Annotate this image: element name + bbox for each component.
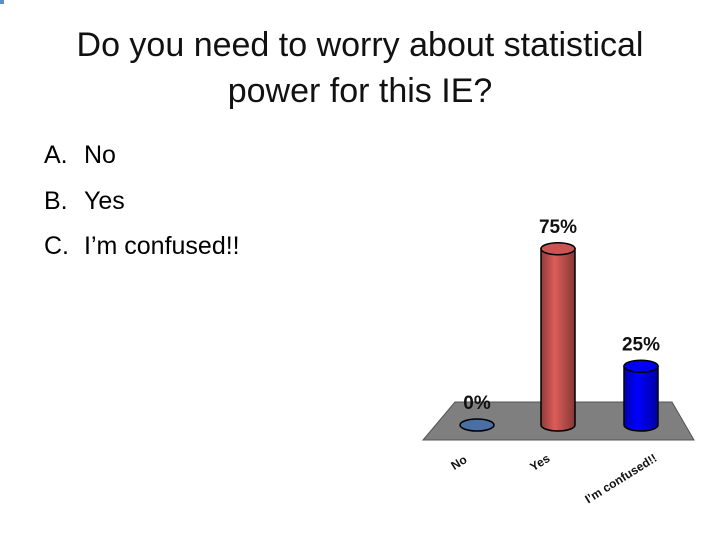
chart-bar-2: [623, 359, 659, 432]
answer-option-c: C. I’m confused!!: [44, 224, 240, 270]
chart-value-label: 75%: [539, 217, 577, 238]
chart-bar-0: [459, 418, 495, 432]
chart-category-label: Yes: [527, 451, 552, 474]
answer-option-letter: C.: [44, 232, 69, 260]
slide-title-line-1: Do you need to worry about statistical: [76, 26, 644, 64]
chart-value-label: 25%: [622, 334, 660, 355]
chart-bar-1: [540, 242, 576, 432]
chart-category-label: No: [448, 452, 469, 472]
chart-bar-body: [623, 365, 659, 432]
answer-option-text: Yes: [84, 186, 125, 215]
answer-options: A. No B. Yes C. I’m confused!!: [44, 133, 240, 270]
chart-bar-top: [623, 359, 659, 373]
answer-option-text: I’m confused!!: [84, 232, 240, 260]
answer-option-letter: B.: [44, 186, 68, 215]
chart-bars: [459, 242, 659, 432]
chart-bar-top: [459, 418, 495, 432]
answer-option-text: No: [84, 141, 116, 169]
slide-title-line-2: power for this IE?: [227, 72, 493, 110]
chart-bar-top: [540, 242, 576, 256]
corner-mark: [0, 0, 4, 4]
chart-bar-body: [540, 248, 576, 432]
answer-option-a: A. No: [44, 133, 240, 179]
answer-option-letter: A.: [44, 141, 68, 169]
chart-value-label: 0%: [463, 393, 491, 414]
answer-option-b: B. Yes: [44, 179, 240, 225]
chart-category-label: I’m confused!!: [582, 451, 659, 506]
slide-title: Do you need to worry about statistical p…: [30, 22, 690, 114]
